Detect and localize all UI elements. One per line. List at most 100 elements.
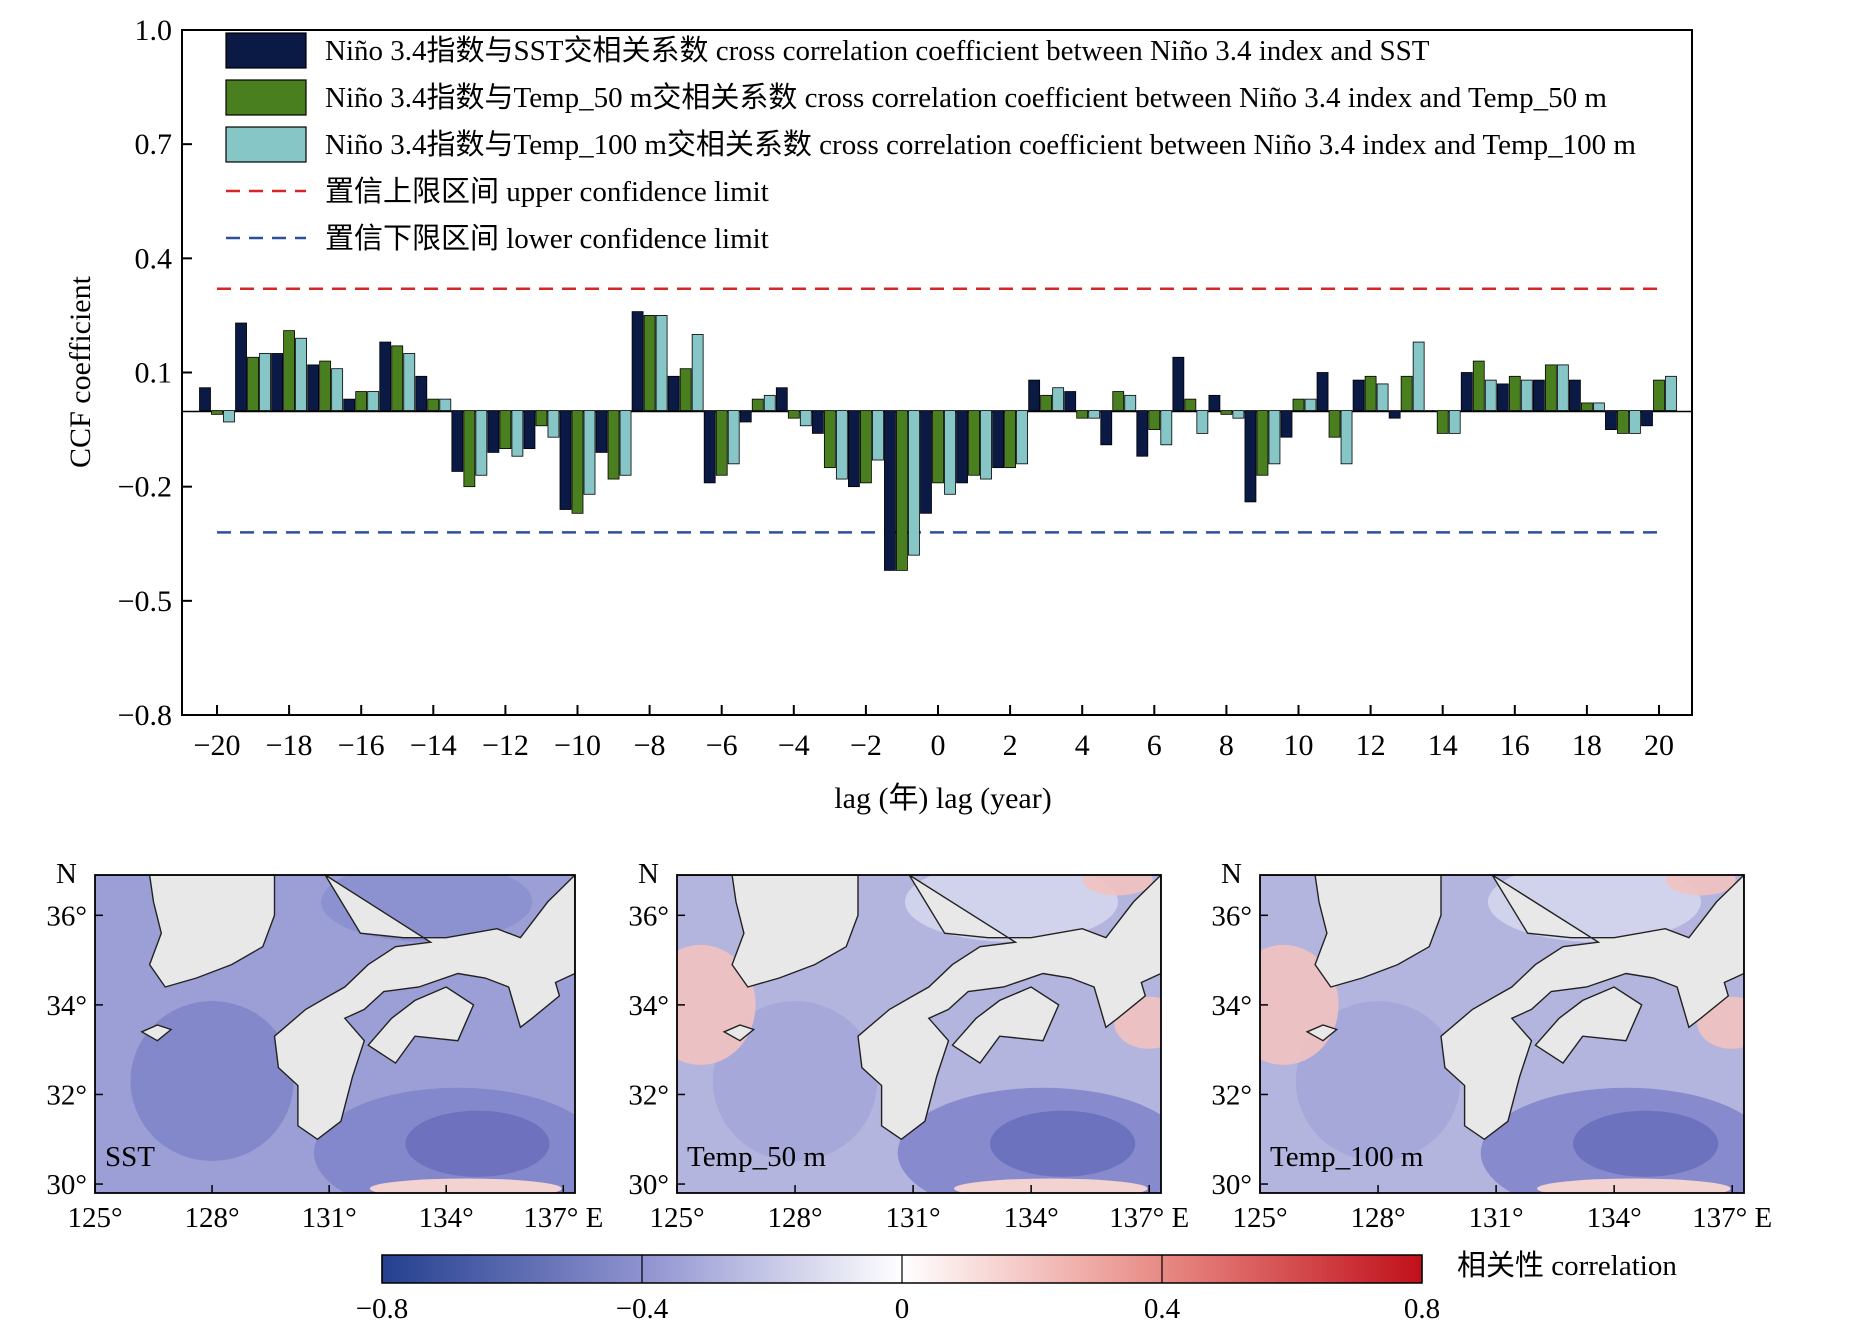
legend: Niño 3.4指数与SST交相关系数 cross correlation co…: [225, 32, 1636, 255]
correlation-patch: [1295, 1001, 1461, 1162]
bar: [992, 410, 1004, 469]
lon-tick-label: 137° E: [1109, 1202, 1189, 1234]
correlation-patch: [130, 1001, 294, 1162]
bar: [896, 410, 908, 571]
bar: [283, 330, 296, 411]
bar: [1448, 410, 1461, 434]
bar: [1184, 398, 1197, 411]
lon-tick-label: 128°: [1350, 1202, 1405, 1234]
x-tick-label: 20: [1644, 729, 1674, 762]
bar: [860, 410, 872, 484]
correlation-patch: [954, 1178, 1148, 1193]
colorbar-tick-label: −0.4: [616, 1293, 669, 1325]
bar: [451, 410, 464, 472]
bar: [379, 341, 392, 411]
correlation-patch: [1665, 875, 1736, 896]
bar: [1316, 372, 1329, 411]
bar: [1244, 410, 1257, 503]
bar: [968, 410, 980, 476]
x-tick-label: 18: [1572, 729, 1602, 762]
map-panel: 30° 32° 34° 36° N 125° 128° 131° 134° 137° E Temp_…: [628, 858, 1189, 1234]
bar: [1617, 410, 1629, 434]
bar: [631, 311, 644, 411]
lon-tick-label: 137° E: [523, 1202, 603, 1234]
x-tick-label: 6: [1147, 729, 1162, 762]
bar: [703, 410, 716, 484]
lon-tick-label: 125°: [649, 1202, 704, 1234]
lon-tick-label: 134°: [1587, 1202, 1642, 1234]
ccf-bar-chart: 1.00.70.40.1−0.2−0.5−0.8 −20 −18 −16 −14 −12…: [64, 14, 1693, 815]
bar: [763, 394, 776, 411]
correlation-patch: [712, 1001, 878, 1162]
bar: [307, 364, 320, 411]
land: [1260, 875, 1442, 988]
bar: [1544, 364, 1557, 411]
land: [140, 1024, 173, 1042]
panel-label: SST: [105, 1141, 155, 1173]
y-tick-label: 1.0: [135, 14, 173, 47]
bar: [1304, 398, 1317, 411]
lat-tick-label: 34°: [1211, 990, 1252, 1022]
lon-tick-label: 131°: [302, 1202, 357, 1234]
bar: [1569, 379, 1581, 411]
bar: [343, 398, 356, 411]
lat-axis-label: N: [56, 858, 77, 890]
bar: [920, 410, 932, 514]
x-axis: −20 −18 −16 −14 −12 −10 −8 −6 −4 −2 0 2 4 6 8 10 12 14 16 1…: [194, 705, 1674, 762]
correlation-patch: [1082, 875, 1153, 896]
bar: [547, 410, 560, 438]
lat-tick-label: 30°: [46, 1169, 87, 1201]
bar: [511, 410, 524, 457]
bar: [884, 410, 896, 571]
bar: [1016, 410, 1028, 465]
bar: [1520, 379, 1533, 411]
x-tick-label: −4: [778, 729, 810, 762]
bar: [199, 387, 211, 411]
x-tick-label: −16: [338, 729, 385, 762]
x-tick-label: −12: [482, 729, 529, 762]
bar: [643, 315, 656, 411]
bar: [679, 368, 692, 411]
lon-tick-label: 125°: [67, 1202, 122, 1234]
bar: [1484, 379, 1497, 411]
land: [1440, 875, 1744, 1141]
lon-tick-label: 137° E: [1692, 1202, 1772, 1234]
lat-tick-label: 32°: [46, 1079, 87, 1111]
lon-tick-label: 134°: [419, 1202, 474, 1234]
bar: [1653, 379, 1665, 411]
bar: [1256, 410, 1269, 476]
lat-tick-label: 34°: [46, 990, 87, 1022]
bar: [775, 387, 788, 411]
bar: [1388, 410, 1401, 419]
land: [95, 875, 276, 988]
bar: [487, 410, 500, 453]
lat-tick-label: 36°: [628, 900, 669, 932]
bar: [787, 410, 800, 419]
lat-tick-label: 34°: [628, 990, 669, 1022]
bar: [1088, 410, 1101, 419]
x-tick-label: 0: [931, 729, 946, 762]
bar: [1160, 410, 1173, 446]
legend-swatch: [225, 32, 307, 69]
legend-label: Niño 3.4指数与SST交相关系数 cross correlation co…: [325, 34, 1430, 67]
bar: [1532, 379, 1545, 411]
bar: [980, 410, 992, 480]
bar: [1100, 410, 1113, 446]
bar: [956, 410, 968, 484]
y-tick-label: 0.1: [135, 357, 173, 390]
land: [273, 875, 575, 1141]
bar: [499, 410, 512, 450]
bar: [811, 410, 824, 434]
lat-tick-label: 30°: [628, 1169, 669, 1201]
land: [367, 986, 475, 1065]
colorbar-tick-label: −0.8: [356, 1293, 409, 1325]
bar: [583, 410, 596, 495]
bar: [619, 410, 632, 476]
bar: [319, 360, 332, 411]
x-tick-label: 12: [1356, 729, 1386, 762]
bar: [1172, 356, 1185, 411]
land: [951, 986, 1060, 1065]
legend-label: Niño 3.4指数与Temp_100 m交相关系数 cross correla…: [325, 128, 1636, 161]
map-panel: 30° 32° 34° 36° N 125° 128° 131° 134° 137° E SST: [46, 858, 603, 1234]
bar: [355, 391, 368, 411]
